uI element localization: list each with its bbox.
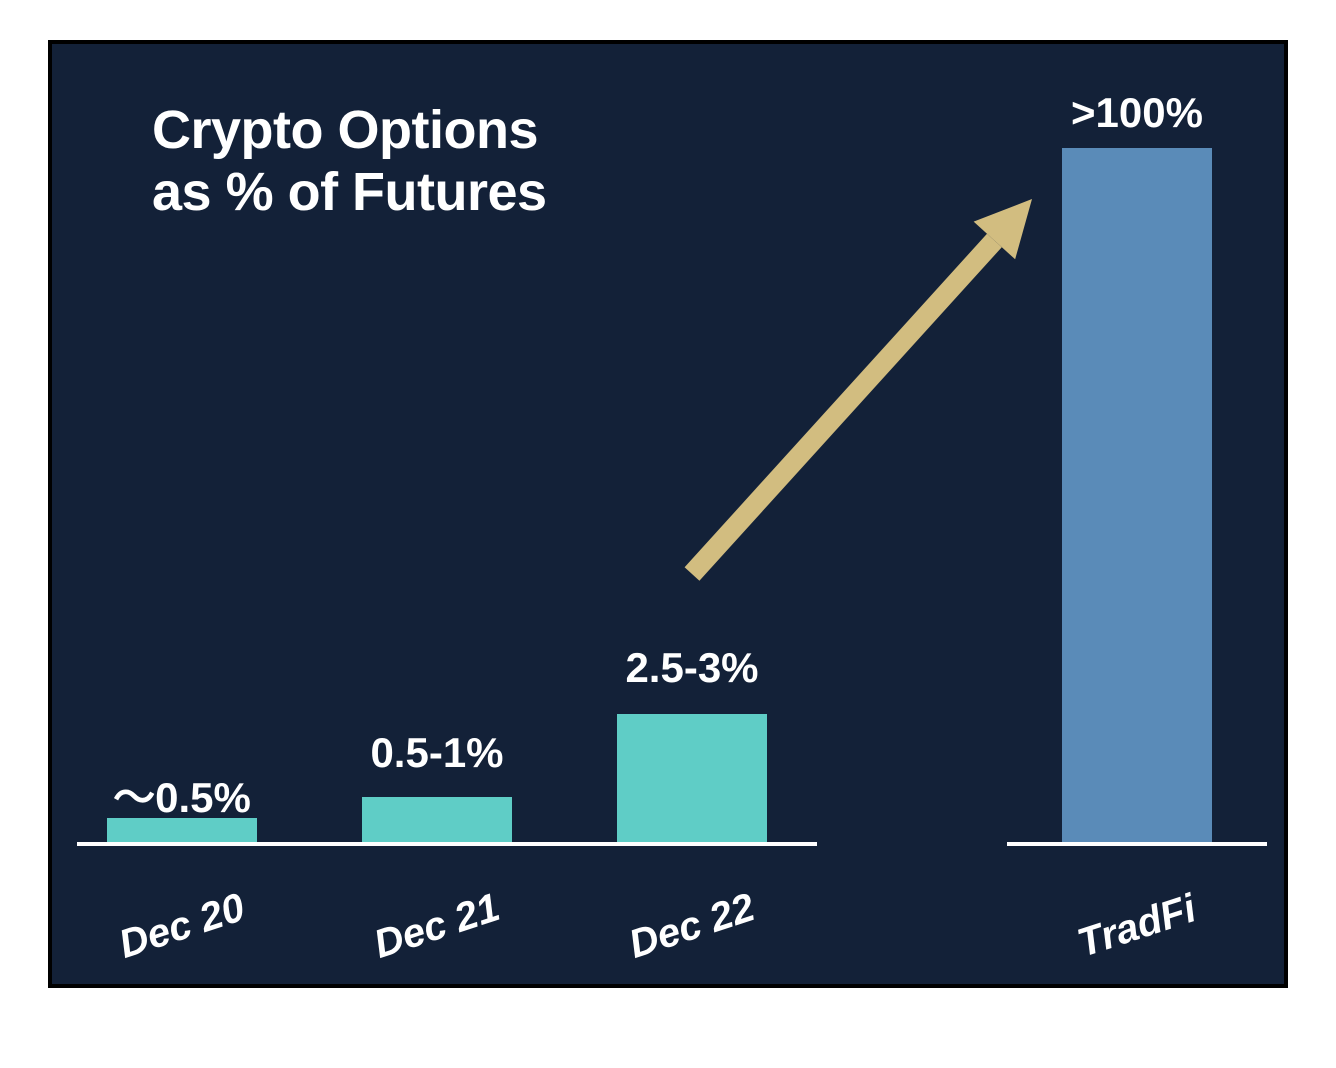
trend-arrow-icon [52, 44, 1292, 992]
chart-panel: Crypto Options as % of Futures ～0.5%Dec … [48, 40, 1288, 988]
chart-area: ～0.5%Dec 200.5-1%Dec 212.5-3%Dec 22>100%… [52, 44, 1284, 984]
